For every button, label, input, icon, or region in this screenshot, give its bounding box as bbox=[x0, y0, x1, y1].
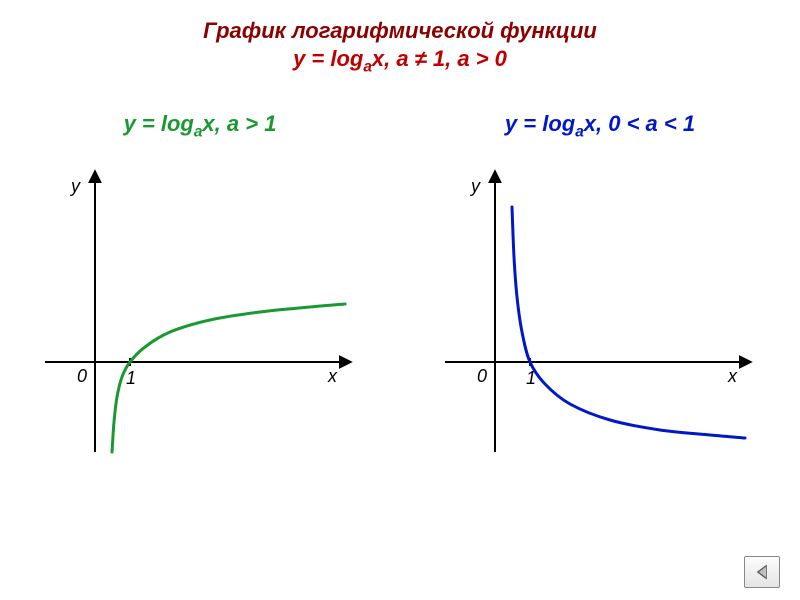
prev-icon bbox=[754, 564, 770, 580]
right-label-pre: y = log bbox=[505, 111, 575, 136]
right-zero-label: 0 bbox=[477, 366, 487, 387]
prev-button[interactable] bbox=[744, 556, 780, 588]
chart-left-col: y = logax, a > 1 y x 0 1 bbox=[20, 111, 380, 461]
right-label-post: x, 0 < a < 1 bbox=[584, 111, 695, 136]
main-title: График логарифмической функции y = logax… bbox=[0, 0, 800, 76]
left-x-axis-label: x bbox=[328, 366, 337, 387]
title2-sub: a bbox=[363, 58, 372, 75]
left-zero-label: 0 bbox=[77, 366, 87, 387]
title-line-2: y = logax, a ≠ 1, a > 0 bbox=[0, 46, 800, 76]
chart-right-box: y x 0 1 bbox=[440, 162, 760, 462]
left-y-axis-label: y bbox=[71, 176, 80, 197]
chart-right-col: y = logax, 0 < a < 1 y x 0 1 bbox=[420, 111, 780, 461]
right-label-sub: a bbox=[575, 124, 584, 141]
right-one-label: 1 bbox=[526, 368, 536, 389]
chart-left-svg bbox=[40, 162, 360, 462]
chart-left-box: y x 0 1 bbox=[40, 162, 360, 462]
chart-right-svg bbox=[440, 162, 760, 462]
title2-pre: y = log bbox=[293, 46, 363, 71]
title-line-1: График логарифмической функции bbox=[0, 18, 800, 44]
title2-post: x, a ≠ 1, a > 0 bbox=[372, 46, 507, 71]
right-y-axis-label: y bbox=[471, 176, 480, 197]
right-x-axis-label: x bbox=[728, 366, 737, 387]
chart-right-label: y = logax, 0 < a < 1 bbox=[505, 111, 695, 141]
left-one-label: 1 bbox=[126, 368, 136, 389]
left-label-pre: y = log bbox=[124, 111, 194, 136]
chart-left-label: y = logax, a > 1 bbox=[124, 111, 277, 141]
left-label-post: x, a > 1 bbox=[202, 111, 276, 136]
